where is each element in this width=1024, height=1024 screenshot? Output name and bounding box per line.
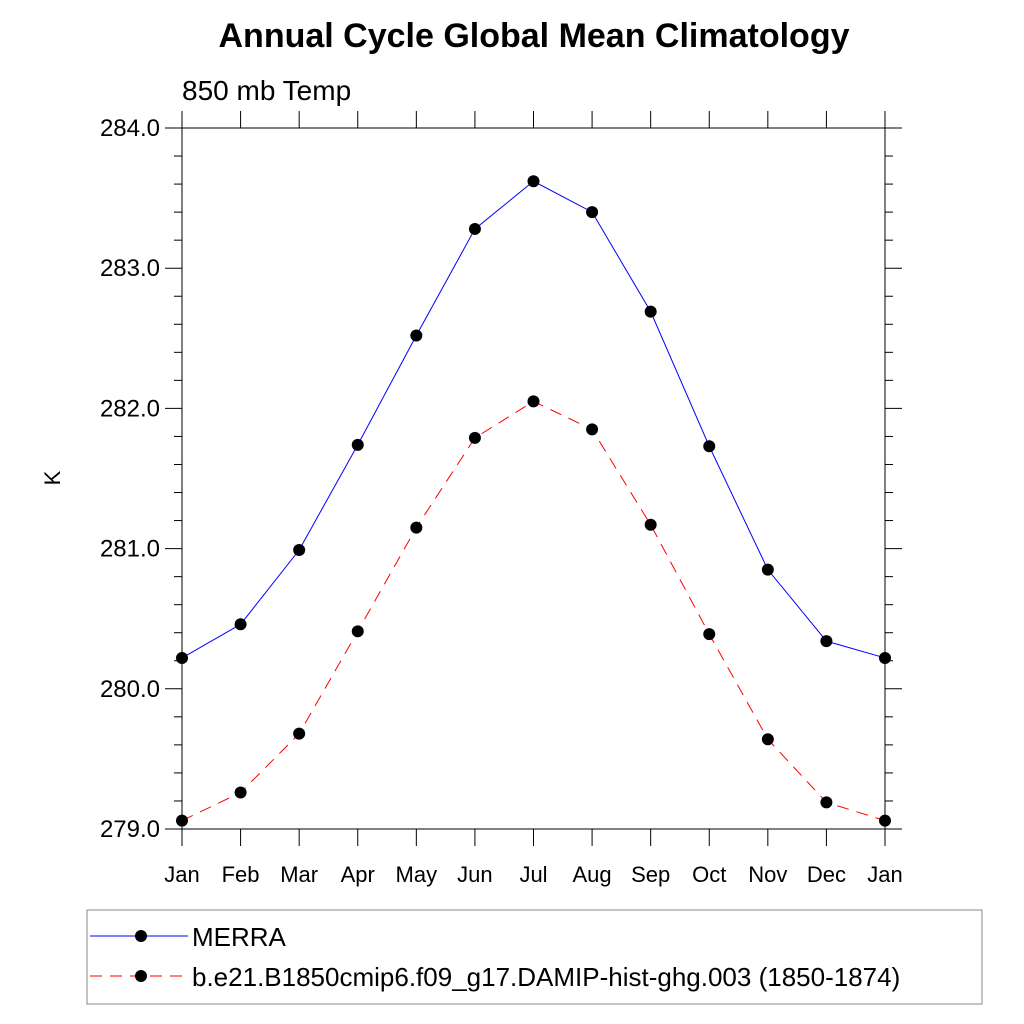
legend-marker-model [135,970,147,982]
x-tick-label: Mar [280,862,318,887]
data-point-model [468,431,481,444]
x-tick-label: Feb [222,862,260,887]
x-tick-label: Apr [341,862,375,887]
data-point-model [644,518,657,531]
legend-label-model: b.e21.B1850cmip6.f09_g17.DAMIP-hist-ghg.… [192,962,900,992]
data-point-model [820,796,833,809]
y-tick-label: 283.0 [100,255,160,282]
y-axis-label: K [40,470,65,485]
y-tick-label: 281.0 [100,536,160,563]
data-point-model [879,814,891,827]
series-layer [176,175,891,827]
legend-label-merra: MERRA [192,922,287,952]
x-tick-label: Jan [867,862,902,887]
data-point-model [586,423,599,436]
data-point-merra [293,544,306,557]
data-point-model [527,395,540,408]
x-tick-label: Jul [519,862,547,887]
chart-title: Annual Cycle Global Mean Climatology [219,17,850,55]
y-tick-label: 282.0 [100,395,160,422]
x-axis: Jan Feb Mar Apr May Jun Jul Aug Sep Oct Nov Dec Jan [164,111,903,887]
data-point-merra [176,651,188,664]
legend: MERRA b.e21.B1850cmip6.f09_g17.DAMIP-his… [86,909,983,1005]
data-point-merra [644,305,657,318]
legend-frame [86,909,983,1005]
data-point-merra [879,651,891,664]
x-tick-label: Aug [573,862,612,887]
data-point-merra [410,329,423,342]
data-point-model [761,733,774,746]
data-point-model [703,628,716,641]
data-point-merra [586,206,599,219]
x-tick-label: Oct [692,862,726,887]
y-axis: 279.0 280.0 281.0 282.0 283.0 284.0 [100,115,902,843]
plot-frame [181,127,886,830]
series-line-merra [181,180,886,659]
x-tick-label: Jun [457,862,492,887]
y-tick-label: 284.0 [100,115,160,142]
data-point-model [176,814,188,827]
data-point-merra [761,563,774,576]
data-point-merra [820,635,833,648]
data-point-merra [234,618,247,631]
x-tick-label: Jan [164,862,199,887]
data-point-merra [527,175,540,188]
y-tick-label: 280.0 [100,676,160,703]
data-point-model [293,727,306,740]
data-point-merra [703,440,716,453]
data-point-merra [351,438,364,451]
chart-subtitle: 850 mb Temp [182,75,351,106]
x-tick-label: Nov [748,862,787,887]
y-tick-label: 279.0 [100,816,160,843]
legend-marker-merra [135,930,147,942]
data-point-model [410,521,423,534]
x-tick-label: Dec [807,862,846,887]
data-point-merra [468,222,481,235]
x-tick-label: Sep [631,862,670,887]
series-line-model [181,400,886,822]
data-point-model [351,625,364,638]
data-point-model [234,786,247,799]
x-tick-label: May [396,862,438,887]
